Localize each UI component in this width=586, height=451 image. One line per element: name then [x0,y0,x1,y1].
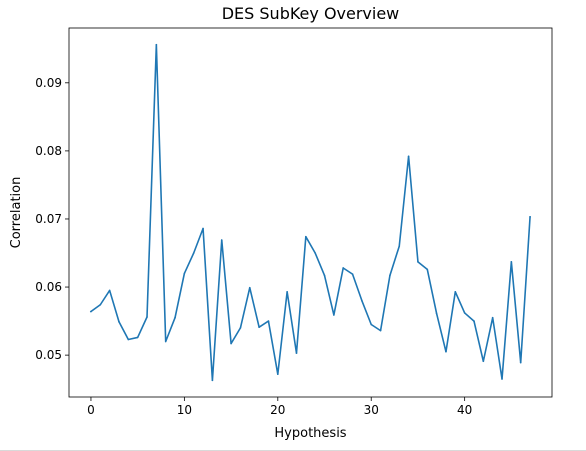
data-point [286,291,288,293]
y-tick-label: 0.09 [35,76,62,90]
x-axis-label: Hypothesis [274,426,346,441]
plot-area [68,27,553,398]
data-point [361,299,363,302]
data-point [473,320,475,322]
y-tick-label: 0.06 [35,280,62,294]
data-points [90,43,531,382]
data-point [127,338,130,341]
data-point [164,340,167,343]
data-point [351,273,354,275]
data-point [90,310,92,313]
data-point [398,245,401,248]
chart-title: DES SubKey Overview [222,4,400,23]
data-point [248,286,251,289]
y-tick-label: 0.08 [35,144,62,158]
y-tick-label: 0.05 [35,348,62,362]
data-point [519,361,522,364]
data-point [370,323,373,326]
data-point [305,235,307,238]
x-tick-label: 30 [364,403,379,417]
data-point [183,272,186,275]
data-point [99,303,102,306]
data-point [239,327,242,329]
data-point [230,342,232,345]
data-point [333,314,335,316]
data-point [379,329,382,332]
data-point [491,316,494,319]
x-tick-label: 0 [87,403,95,417]
data-point [454,291,457,293]
plot-frame [68,27,553,398]
data-point [220,239,223,241]
data-point [482,360,485,363]
data-point [417,261,419,263]
y-axis: 0.05 0.06 0.07 0.08 0.09 [35,76,69,362]
data-point [501,378,503,380]
data-point [323,274,326,277]
data-point [510,261,513,263]
data-point [192,252,195,254]
series-line [89,43,531,382]
data-point [202,227,204,230]
data-point [463,312,466,314]
data-point [529,216,531,218]
data-point [146,316,148,318]
data-point [108,289,111,292]
data-point [211,379,214,382]
data-point [277,373,279,375]
data-point [174,316,176,319]
data-point [267,320,270,322]
data-point [136,336,139,339]
data-point [295,352,298,354]
y-axis-label: Correlation [9,177,24,249]
x-tick-label: 20 [270,403,285,417]
data-point [342,267,344,269]
x-tick-label: 40 [457,403,472,417]
data-point [435,312,438,315]
y-tick-label: 0.07 [35,212,62,226]
data-point [407,155,410,158]
data-point [426,268,429,271]
data-point [445,350,447,353]
x-tick-label: 10 [177,403,192,417]
data-point [155,43,158,46]
data-point [118,320,120,323]
data-point [258,326,260,329]
data-point [389,274,391,277]
x-axis: 0 10 20 30 40 [87,397,472,417]
data-point [314,252,316,254]
